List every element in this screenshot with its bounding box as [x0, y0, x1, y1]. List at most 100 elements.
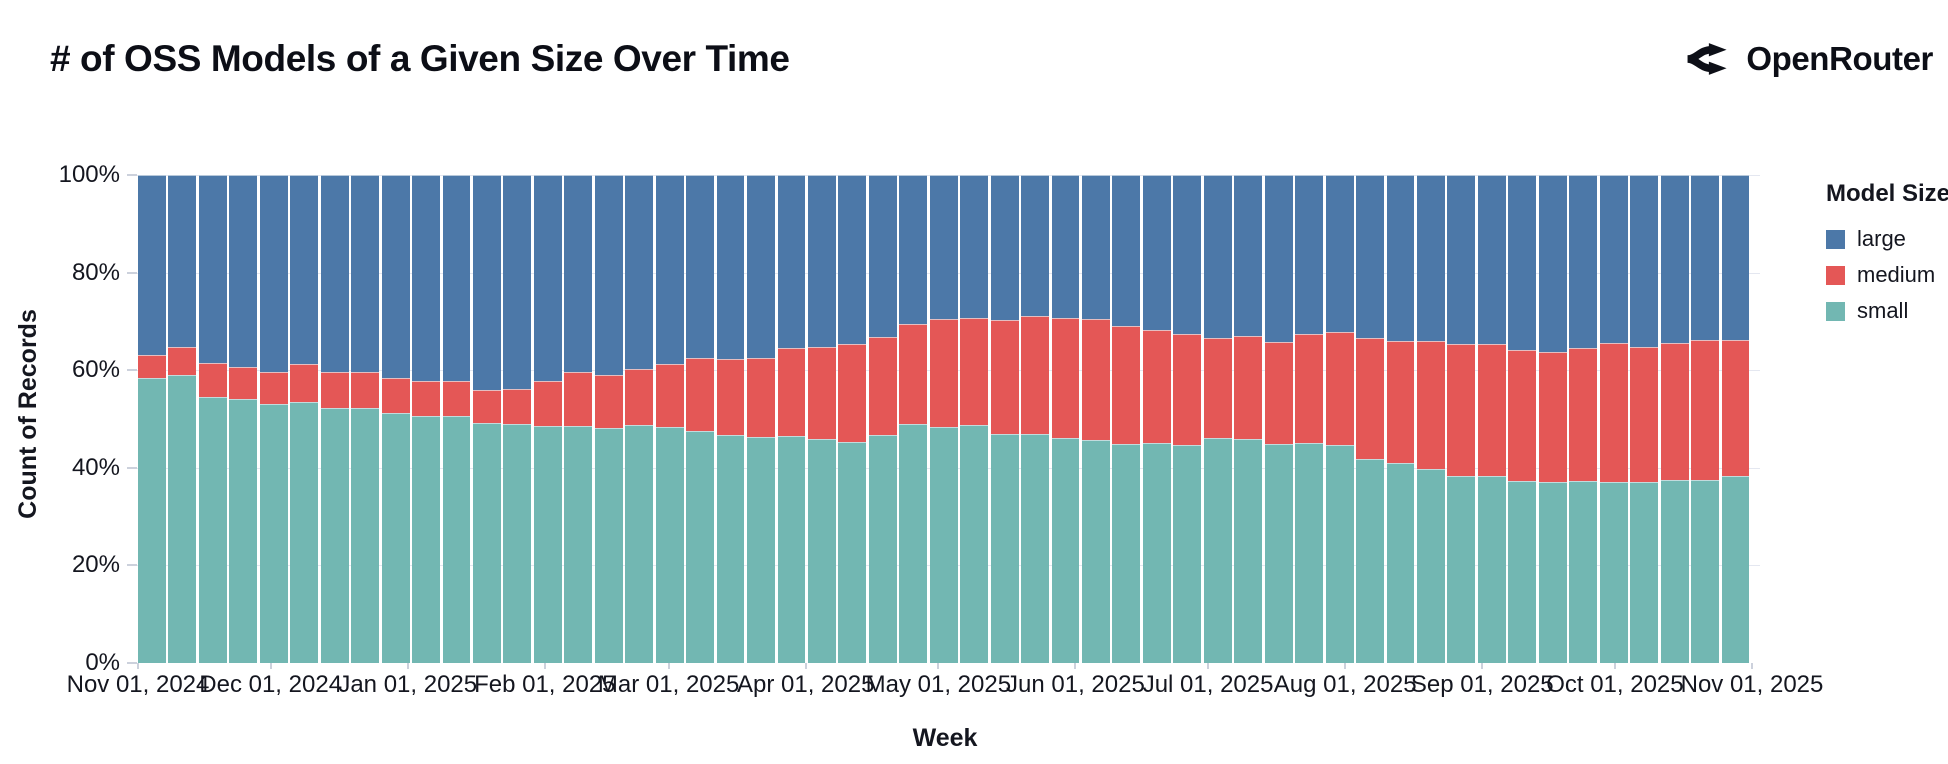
bar-segment-medium — [899, 324, 928, 424]
x-tick-mark — [543, 663, 546, 669]
legend-swatch-small — [1826, 301, 1845, 321]
bar-segment-small — [1630, 481, 1659, 663]
bar-segment-medium — [1051, 317, 1080, 439]
bar-segment-small — [1325, 444, 1354, 663]
bar-segment-small — [929, 427, 958, 663]
bar-segment-large — [533, 175, 562, 381]
bar-segment-large — [198, 175, 227, 364]
bar-segment-medium — [1508, 349, 1537, 481]
bar-segment-small — [716, 435, 745, 663]
legend-label: small — [1857, 298, 1909, 323]
bar-segment-large — [807, 175, 836, 348]
bar-week-Mar 07, 2025 — [686, 175, 715, 663]
bar-segment-large — [990, 175, 1019, 320]
bar-segment-medium — [503, 388, 532, 425]
bar-week-Sep 05, 2025 — [1477, 175, 1506, 663]
bar-segment-small — [594, 428, 623, 663]
bar-week-Oct 17, 2025 — [1660, 175, 1689, 663]
bar-segment-large — [1630, 175, 1659, 348]
bar-segment-small — [655, 427, 684, 663]
bar-segment-large — [1386, 175, 1415, 341]
bar-segment-small — [1264, 443, 1293, 663]
bar-segment-medium — [1234, 336, 1263, 440]
bar-segment-large — [1295, 175, 1324, 334]
bar-segment-medium — [1173, 333, 1202, 445]
x-tick-mark — [1207, 663, 1210, 669]
legend-swatch-large — [1826, 229, 1845, 249]
bar-segment-large — [1203, 175, 1232, 339]
bar-week-Feb 07, 2025 — [564, 174, 593, 663]
bar-segment-medium — [412, 380, 440, 417]
bar-segment-medium — [259, 371, 288, 405]
bar-segment-large — [381, 175, 410, 378]
bar-week-Feb 28, 2025 — [655, 175, 684, 663]
bar-segment-small — [1386, 463, 1415, 663]
y-tick-label: 80% — [71, 258, 120, 286]
bar-segment-medium — [168, 346, 197, 376]
bar-segment-small — [1417, 468, 1445, 663]
bar-week-Jun 27, 2025 — [1173, 175, 1202, 663]
bar-segment-large — [868, 175, 897, 338]
bar-segment-medium — [564, 372, 593, 427]
bar-segment-medium — [1477, 343, 1506, 477]
bar-segment-large — [777, 175, 806, 348]
bar-segment-small — [1447, 475, 1476, 663]
bar-week-Dec 20, 2024 — [351, 175, 380, 663]
bar-week-Aug 29, 2025 — [1447, 175, 1476, 663]
bar-segment-small — [960, 425, 989, 663]
bar-week-Jan 10, 2025 — [442, 175, 471, 663]
bar-week-Dec 06, 2024 — [290, 175, 319, 663]
bar-segment-medium — [1538, 352, 1567, 482]
bar-segment-medium — [1691, 340, 1719, 480]
bar-segment-large — [1599, 175, 1628, 343]
x-tick-label: Nov 01, 2025 — [1680, 671, 1824, 698]
bar-week-Jul 18, 2025 — [1264, 175, 1293, 663]
bar-week-Jul 04, 2025 — [1203, 175, 1232, 663]
bar-segment-medium — [990, 319, 1019, 434]
bar-segment-medium — [1447, 343, 1476, 476]
bar-segment-large — [1325, 175, 1354, 332]
bar-segment-medium — [1569, 347, 1598, 481]
y-tick-mark — [127, 662, 137, 664]
bar-segment-large — [168, 175, 197, 347]
bar-segment-small — [1082, 439, 1110, 663]
bar-week-Nov 22, 2024 — [229, 175, 258, 663]
x-tick-mark — [1613, 663, 1616, 669]
bar-segment-small — [1569, 480, 1598, 663]
bar-segment-small — [442, 416, 471, 663]
bar-segment-medium — [625, 368, 654, 425]
bar-segment-small — [838, 442, 867, 663]
bar-segment-large — [838, 175, 867, 344]
bar-segment-large — [747, 175, 775, 358]
bar-segment-large — [259, 175, 288, 372]
legend: Model Size large medium small — [1826, 180, 1948, 334]
bar-segment-small — [1203, 438, 1232, 663]
bar-segment-medium — [777, 347, 806, 437]
bar-segment-large — [1173, 175, 1202, 334]
x-tick-label: Oct 01, 2025 — [1546, 671, 1684, 698]
bar-week-Dec 27, 2024 — [381, 175, 410, 663]
bar-week-Jun 13, 2025 — [1112, 175, 1141, 663]
bar-week-Mar 21, 2025 — [747, 175, 775, 663]
plot-area — [130, 174, 1760, 663]
bar-week-May 02, 2025 — [929, 175, 958, 663]
bar-week-May 23, 2025 — [1021, 175, 1050, 663]
bar-week-Sep 12, 2025 — [1508, 175, 1537, 663]
bar-segment-small — [351, 408, 380, 663]
bar-segment-medium — [1295, 333, 1324, 444]
bar-segment-small — [1234, 439, 1263, 663]
bar-segment-small — [899, 423, 928, 663]
bar-segment-large — [1051, 175, 1080, 318]
bar-segment-large — [290, 175, 319, 364]
bar-segment-medium — [1356, 338, 1384, 460]
bar-segment-large — [655, 175, 684, 364]
bar-week-Aug 01, 2025 — [1325, 175, 1354, 663]
bar-segment-large — [1264, 175, 1293, 342]
x-tick-mark — [1481, 663, 1484, 669]
bar-segment-large — [594, 174, 623, 375]
bar-segment-small — [1538, 481, 1567, 663]
bar-segment-small — [807, 439, 836, 663]
bar-segment-large — [1142, 175, 1171, 331]
bar-week-Oct 03, 2025 — [1599, 175, 1628, 663]
bar-segment-medium — [533, 380, 562, 426]
